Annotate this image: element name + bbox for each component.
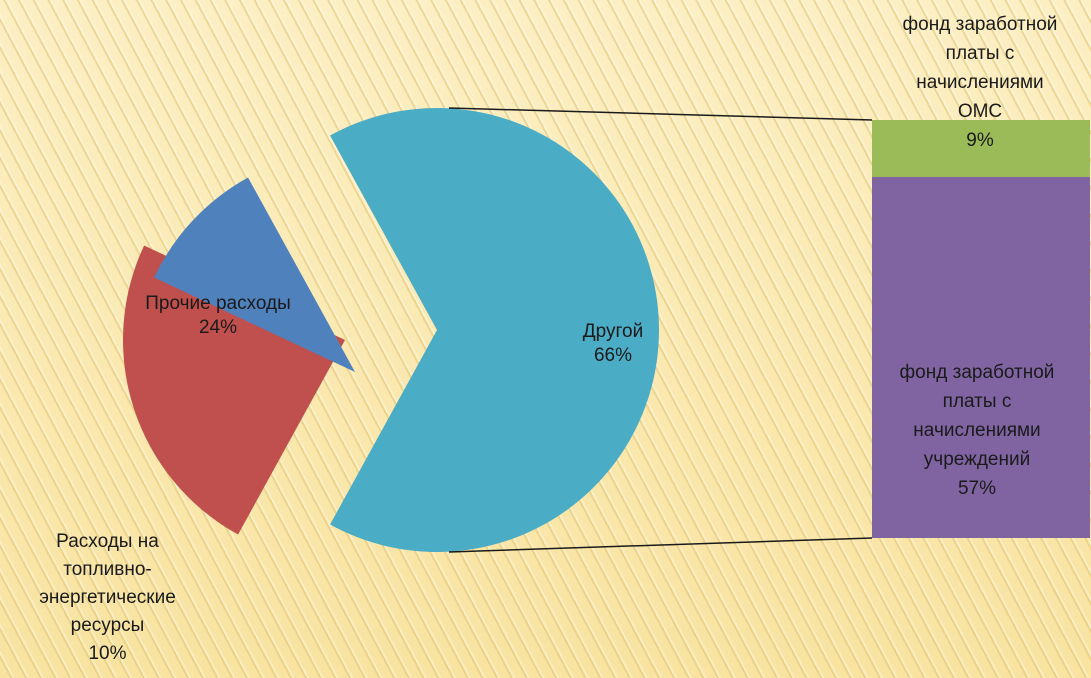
slice-label-fuel: Расходы на топливно- энергетические ресу… bbox=[20, 528, 195, 668]
slice-label-other: Другой 66% bbox=[548, 320, 678, 368]
bar-label-oms-line4: ОМС bbox=[957, 101, 1003, 122]
slice-label-prochie-value: 24% bbox=[198, 317, 238, 338]
bar-label-uchr-line3: начислениями bbox=[913, 420, 1041, 441]
bar-label-uchr-line1: фонд заработной bbox=[899, 362, 1055, 383]
slice-label-fuel-line2: топливно- bbox=[63, 559, 152, 580]
slice-label-other-name: Другой bbox=[582, 321, 644, 342]
bar-label-oms-line2: платы с bbox=[945, 43, 1015, 64]
slice-label-fuel-line1: Расходы на bbox=[56, 531, 159, 552]
connector-line-top bbox=[448, 107, 873, 121]
bar-label-uchr: фонд заработной платы с начислениями учр… bbox=[866, 358, 1088, 503]
bar-segment-uchr bbox=[872, 177, 1090, 538]
bar-label-oms-value: 9% bbox=[966, 130, 994, 151]
bar-label-uchr-value: 57% bbox=[957, 478, 997, 499]
pie-slice-fuel bbox=[154, 177, 355, 372]
bar-segment-oms bbox=[872, 120, 1090, 177]
slice-label-other-value: 66% bbox=[593, 345, 633, 366]
connector-line-bottom bbox=[448, 537, 873, 553]
bar-label-oms-line1: фонд заработной bbox=[902, 14, 1058, 35]
bar-label-oms-line3: начислениями bbox=[916, 72, 1044, 93]
slice-label-fuel-line3: энергетические bbox=[39, 587, 176, 608]
pie-slice-other bbox=[330, 107, 659, 552]
bar-label-uchr-line4: учреждений bbox=[923, 449, 1031, 470]
bar-label-oms: фонд заработной платы с начислениями ОМС… bbox=[870, 10, 1090, 155]
bar-label-uchr-line2: платы с bbox=[942, 391, 1012, 412]
slice-label-prochie-name: Прочие расходы bbox=[145, 293, 291, 314]
slice-label-fuel-value: 10% bbox=[88, 643, 127, 664]
slice-label-fuel-line4: ресурсы bbox=[70, 615, 145, 636]
slice-label-prochie: Прочие расходы 24% bbox=[113, 292, 323, 340]
